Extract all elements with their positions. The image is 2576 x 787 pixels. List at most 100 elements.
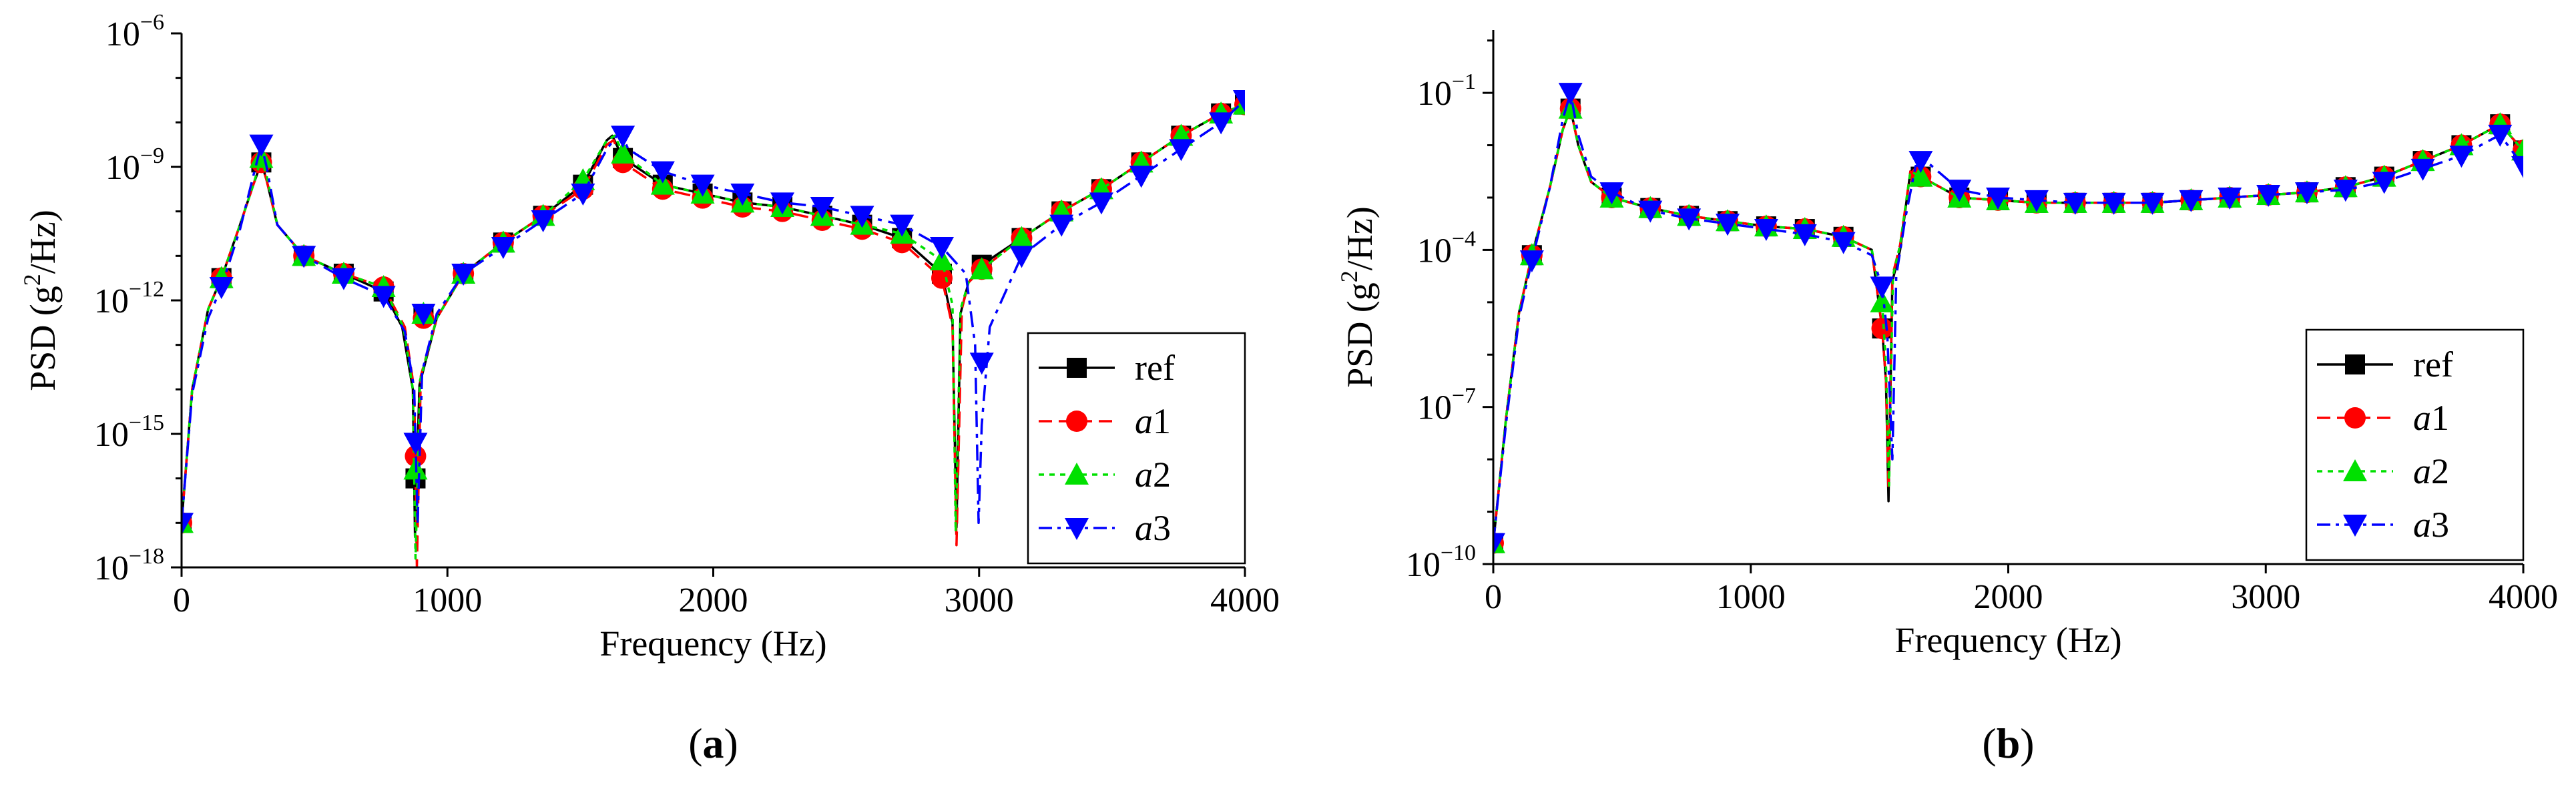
marker-a3 xyxy=(411,304,436,326)
marker-a3 xyxy=(1716,214,1740,236)
marker-a3 xyxy=(770,192,795,215)
marker-a3 xyxy=(451,264,476,286)
marker-a2 xyxy=(249,146,274,168)
legend-marker-ref xyxy=(1067,358,1087,378)
marker-a3 xyxy=(2294,182,2319,205)
legend-marker-a1 xyxy=(1066,411,1087,432)
legend: ref a1 a2 a3 xyxy=(1027,332,1246,565)
y-tick-label: 10−7 xyxy=(1417,384,1476,427)
marker-a2 xyxy=(611,142,635,164)
marker-a3 xyxy=(1169,139,1194,162)
y-tick-label: 10−9 xyxy=(105,144,164,187)
x-tick-label: 0 xyxy=(1485,578,1502,616)
marker-a2 xyxy=(1908,164,1933,187)
legend-label: ref xyxy=(2413,344,2453,384)
marker-a3 xyxy=(531,210,555,232)
marker-a3 xyxy=(571,184,595,206)
plot-area xyxy=(182,90,1245,567)
plot-area xyxy=(1493,83,2523,555)
marker-a3 xyxy=(1986,187,2011,210)
legend-label: ref xyxy=(1135,348,1175,388)
legend-label: a1 xyxy=(1135,401,1171,441)
y-axis-title: PSD (g2/Hz) xyxy=(1336,206,1380,388)
panel-label: (b) xyxy=(1982,720,2034,767)
marker-a3 xyxy=(1908,151,1933,174)
marker-a3 xyxy=(1638,200,1663,223)
series-line-a3 xyxy=(1493,91,2523,543)
chart-panel-a: 0 1000 2000 3000 4000 10−18 10−15 10−12 10−9 10−6… xyxy=(19,10,1280,767)
marker-a3 xyxy=(1233,90,1245,112)
legend: ref a1 a2 a3 xyxy=(2305,328,2525,561)
x-tick-label: 3000 xyxy=(945,581,1014,619)
marker-a3 xyxy=(929,237,954,259)
marker-a3 xyxy=(690,174,715,197)
marker-a3 xyxy=(2511,156,2523,178)
x-tick-label: 1000 xyxy=(1716,578,1786,616)
legend-item-a1: a1 xyxy=(2317,398,2449,438)
marker-a3 xyxy=(1089,192,1113,215)
marker-a3 xyxy=(2488,124,2513,147)
series-line-a3 xyxy=(182,99,1245,525)
marker-a3 xyxy=(2256,185,2281,208)
chart-panel-b: 0 1000 2000 3000 4000 10−10 10−7 10−4 10−1 Freque… xyxy=(1336,30,2558,767)
legend-marker-a1 xyxy=(2344,407,2366,429)
legend-item-a1: a1 xyxy=(1039,401,1171,441)
y-tick-label: 10−12 xyxy=(94,277,164,320)
legend-marker-a2 xyxy=(2343,459,2367,481)
legend-marker-a2 xyxy=(1065,463,1089,485)
legend-item-ref: ref xyxy=(2317,344,2453,384)
marker-a3 xyxy=(403,433,428,455)
marker-a2 xyxy=(929,248,954,270)
legend-label: a3 xyxy=(2413,505,2449,545)
legend-marker-ref xyxy=(2345,354,2365,374)
marker-a3 xyxy=(371,286,396,308)
marker-a3 xyxy=(1831,232,1856,254)
marker-a3 xyxy=(249,134,274,157)
y-tick-label: 10−1 xyxy=(1417,69,1476,113)
marker-a3 xyxy=(2140,192,2165,215)
legend-label: a2 xyxy=(2413,451,2449,491)
marker-a3 xyxy=(1049,214,1074,237)
marker-a3 xyxy=(2179,190,2204,212)
x-tick-label: 2000 xyxy=(1974,578,2043,616)
marker-a3 xyxy=(611,125,635,148)
marker-a3 xyxy=(1754,219,1778,242)
series-a3 xyxy=(182,90,1245,535)
marker-a3 xyxy=(810,197,834,219)
marker-a3 xyxy=(850,206,874,228)
marker-a2 xyxy=(1870,290,1894,312)
marker-a3 xyxy=(1209,112,1234,135)
marker-a3 xyxy=(650,161,675,184)
legend-label: a2 xyxy=(1135,455,1171,495)
marker-a3 xyxy=(969,352,994,375)
y-tick-label: 10−4 xyxy=(1417,226,1476,270)
legend-item-ref: ref xyxy=(1039,348,1175,388)
legend-box xyxy=(2305,328,2525,561)
marker-a3 xyxy=(491,237,515,259)
series-line-a2 xyxy=(1493,107,2523,543)
y-tick-label: 10−15 xyxy=(94,411,164,454)
y-tick-label: 10−18 xyxy=(94,544,164,587)
x-tick-label: 0 xyxy=(173,581,190,619)
marker-a3 xyxy=(209,277,234,299)
marker-a3 xyxy=(182,513,194,535)
marker-a2 xyxy=(969,257,994,280)
y-axis-title: PSD (g2/Hz) xyxy=(19,210,63,391)
marker-a3 xyxy=(1558,83,1583,105)
panel-label: (a) xyxy=(688,720,738,767)
marker-a3 xyxy=(1009,246,1034,268)
marker-a3 xyxy=(1677,208,1702,231)
marker-a3 xyxy=(1493,533,1505,555)
marker-a3 xyxy=(2372,172,2396,194)
marker-a3 xyxy=(1792,224,1817,246)
legend-box xyxy=(1027,332,1246,565)
legend-item-a3: a3 xyxy=(2317,505,2449,545)
marker-a3 xyxy=(1519,250,1544,273)
x-tick-label: 4000 xyxy=(1210,581,1280,619)
marker-a3 xyxy=(1947,180,1972,202)
marker-a3 xyxy=(2101,192,2126,215)
legend-marker-a3 xyxy=(2343,515,2367,537)
x-tick-label: 4000 xyxy=(2489,578,2558,616)
marker-a3 xyxy=(2063,192,2087,215)
legend-item-a3: a3 xyxy=(1039,508,1171,548)
